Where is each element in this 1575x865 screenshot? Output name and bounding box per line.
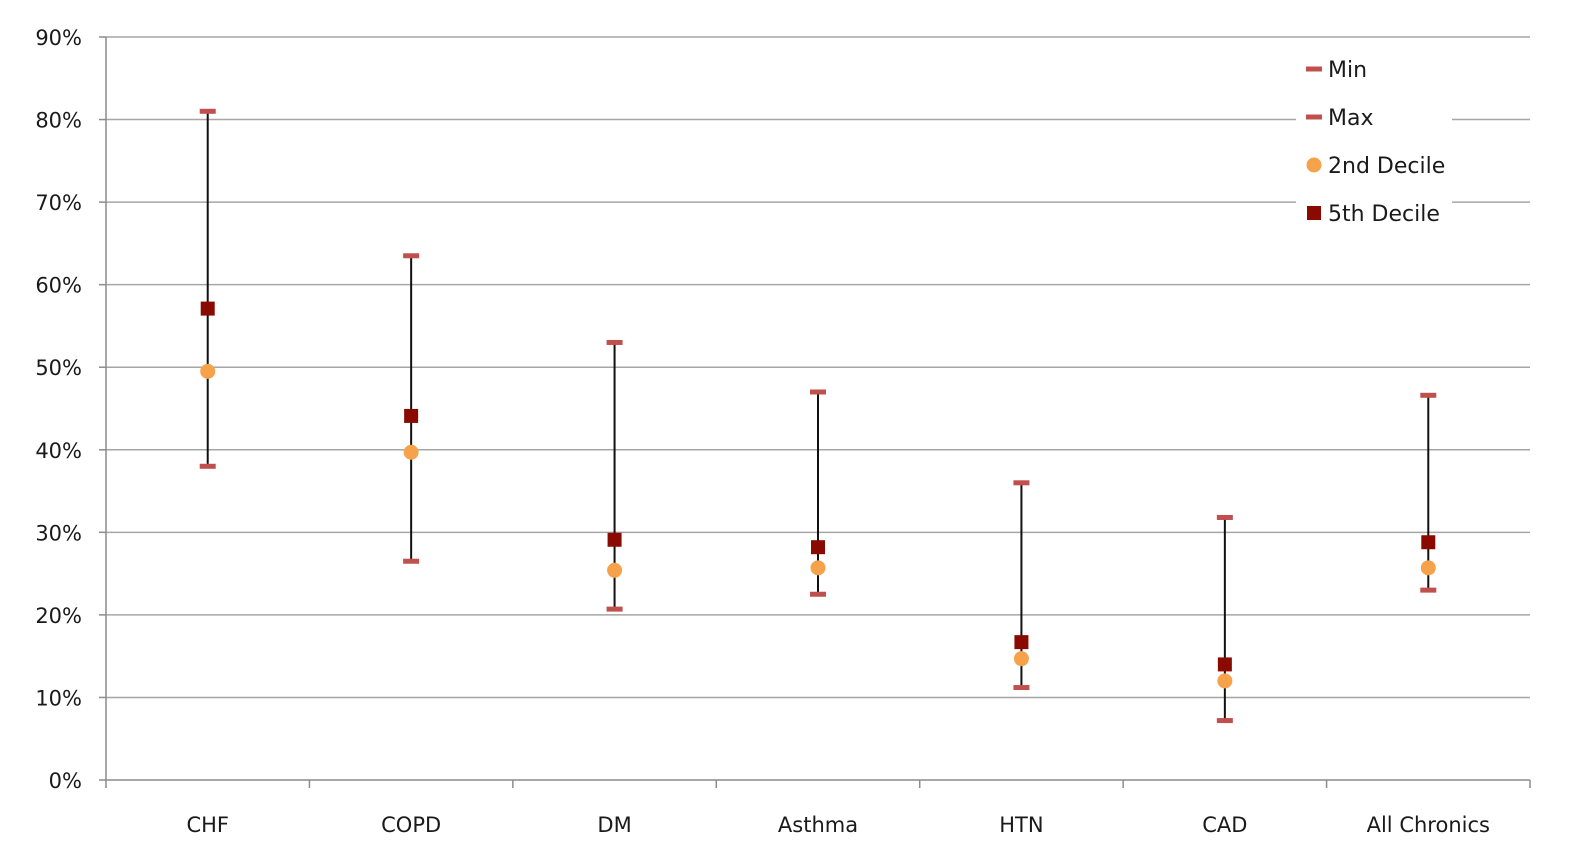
min-marker (199, 463, 216, 469)
y-tick-label: 20% (35, 604, 82, 628)
min-marker (810, 591, 826, 597)
legend-min-label: Min (1328, 58, 1367, 83)
x-tick-label: HTN (999, 813, 1043, 837)
y-tick-label: 50% (35, 356, 82, 380)
legend-background (1296, 44, 1452, 240)
legend-second-decile-label: 2nd Decile (1328, 154, 1445, 179)
x-tick-label: COPD (381, 813, 441, 837)
second-decile-marker (810, 560, 826, 576)
min-marker (1013, 685, 1030, 691)
y-tick-label: 40% (35, 439, 82, 463)
y-tick-label: 90% (35, 26, 82, 50)
axes (99, 36, 1531, 788)
max-marker (403, 253, 420, 259)
legend-min-symbol (1306, 66, 1322, 72)
y-tick-label: 80% (35, 109, 82, 133)
legend-fifth-decile-label: 5th Decile (1328, 202, 1440, 227)
y-tick-label: 70% (35, 191, 82, 215)
x-tick-labels: CHF COPD DM Asthma HTN CAD All Chronics (186, 813, 1490, 837)
second-decile-marker (403, 444, 419, 460)
x-tick-label: All Chronics (1367, 813, 1490, 837)
gridlines (106, 36, 1530, 699)
fifth-decile-marker (200, 301, 215, 316)
y-tick-label: 60% (35, 274, 82, 298)
fifth-decile-marker (811, 540, 825, 555)
x-tick-label: CHF (186, 813, 229, 837)
data-markers (199, 108, 1437, 724)
legend: Min Max 2nd Decile 5th Decile (1296, 44, 1452, 240)
x-tick-label: Asthma (778, 813, 858, 837)
min-marker (606, 606, 623, 612)
y-tick-labels: 0% 10% 20% 30% 40% 50% 60% 70% 80% 90% (35, 26, 82, 793)
fifth-decile-marker (1421, 535, 1436, 550)
x-tick-label: CAD (1202, 813, 1247, 837)
legend-second-decile-symbol (1306, 157, 1322, 173)
second-decile-marker (1013, 651, 1029, 667)
second-decile-marker (607, 562, 623, 578)
fifth-decile-marker (404, 408, 419, 423)
max-marker (810, 389, 826, 395)
y-tick-label: 30% (35, 521, 82, 545)
x-tick-label: DM (597, 813, 631, 837)
y-tick-label: 0% (49, 769, 82, 793)
fifth-decile-marker (1014, 635, 1029, 650)
min-marker (1216, 718, 1233, 724)
max-marker (1216, 514, 1233, 520)
legend-fifth-decile-symbol (1307, 206, 1321, 220)
second-decile-marker (1217, 673, 1233, 689)
legend-max-label: Max (1328, 106, 1373, 131)
min-marker (403, 558, 420, 564)
max-marker (1013, 480, 1030, 486)
fifth-decile-marker (607, 532, 622, 547)
y-tick-label: 10% (35, 686, 82, 710)
legend-max-symbol (1306, 114, 1322, 120)
fifth-decile-marker (1217, 657, 1232, 672)
second-decile-marker (1420, 560, 1436, 576)
max-marker (199, 108, 216, 114)
second-decile-marker (200, 363, 216, 379)
min-marker (1420, 587, 1437, 593)
max-marker (1420, 392, 1437, 398)
max-marker (606, 339, 623, 345)
